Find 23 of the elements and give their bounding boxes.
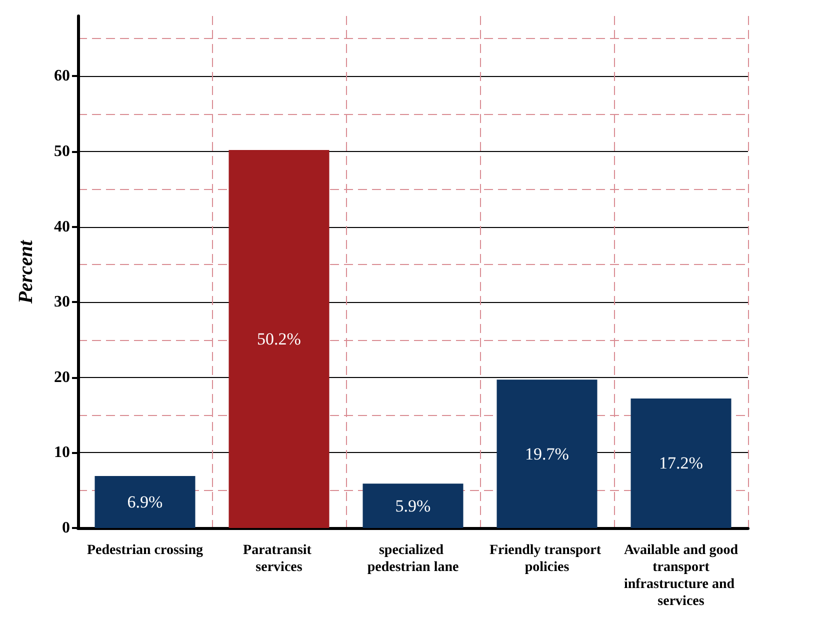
y-tick-label: 20 xyxy=(54,368,70,386)
data-label: 19.7% xyxy=(525,444,569,464)
y-tick-label: 40 xyxy=(54,218,70,236)
y-tick-label: 60 xyxy=(54,68,70,85)
x-tick-label: Friendly transport policies xyxy=(489,543,605,575)
y-tick-label: 10 xyxy=(54,444,70,462)
data-label: 5.9% xyxy=(395,496,431,516)
x-tick-label: Paratransit services xyxy=(243,543,315,575)
bar xyxy=(362,484,464,528)
data-label: 6.9% xyxy=(127,492,163,512)
bar xyxy=(630,398,732,528)
x-tick-label: Available and good transport infrastructure and services xyxy=(624,543,738,609)
data-label: 50.2% xyxy=(257,330,301,349)
y-axis-title: Percent xyxy=(15,238,37,305)
bar xyxy=(228,150,330,528)
x-tick-label: Pedestrian crossing xyxy=(86,543,204,558)
data-label: 17.2% xyxy=(659,454,703,473)
bar xyxy=(94,476,196,528)
bar xyxy=(496,380,598,528)
y-tick-label: 30 xyxy=(54,294,70,311)
y-tick-label: 50 xyxy=(54,143,70,160)
y-tick-label: 0 xyxy=(62,520,70,536)
x-tick-label: specialized pedestrian lane xyxy=(367,543,459,575)
